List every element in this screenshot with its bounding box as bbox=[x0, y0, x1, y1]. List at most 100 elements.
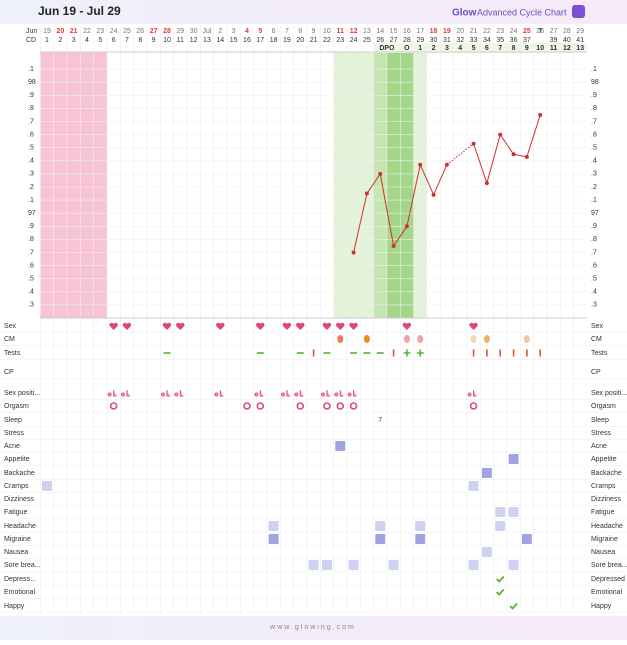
symptom-square bbox=[521, 534, 532, 544]
row-label-right: Fatigue bbox=[591, 509, 614, 516]
y-tick-left: .7 bbox=[28, 118, 34, 125]
temp-point bbox=[444, 162, 449, 167]
cd: 17 bbox=[256, 37, 264, 44]
date: 5 bbox=[258, 28, 262, 35]
symptom-square bbox=[468, 560, 479, 570]
symptom-square bbox=[321, 560, 332, 570]
dpo: 6 bbox=[485, 45, 489, 52]
y-tick-right: .3 bbox=[591, 302, 597, 309]
temp-gap-line bbox=[446, 143, 474, 166]
orgasm-ring bbox=[256, 402, 265, 410]
cm-icon bbox=[523, 335, 530, 343]
y-tick-right: .4 bbox=[591, 158, 597, 165]
y-tick-left: 98 bbox=[28, 79, 36, 86]
cd: 11 bbox=[177, 37, 184, 44]
temp-point bbox=[404, 224, 409, 229]
dpo: 8 bbox=[512, 45, 516, 52]
row-label-right: Headache bbox=[591, 523, 623, 530]
fertile-day bbox=[386, 52, 401, 318]
date: 28 bbox=[563, 28, 571, 35]
test-negative bbox=[296, 352, 304, 354]
test-positive bbox=[472, 349, 475, 357]
orgasm-ring bbox=[336, 402, 345, 410]
symptom-square bbox=[508, 454, 519, 464]
cd: 24 bbox=[350, 37, 358, 44]
row-label-left: CM bbox=[4, 336, 15, 343]
row-label-right: Migraine bbox=[591, 536, 618, 543]
footer-bg bbox=[0, 616, 627, 640]
cd-marked: T bbox=[538, 28, 543, 35]
date: 6 bbox=[272, 28, 276, 35]
y-tick-right: .8 bbox=[591, 236, 597, 243]
row-label-left: Stress bbox=[4, 430, 24, 437]
row-label-right: Acne bbox=[591, 443, 607, 450]
fertile-day bbox=[373, 52, 387, 318]
row-label-left: Tests bbox=[4, 350, 21, 357]
test-positive bbox=[499, 349, 502, 357]
row-label-right: Tests bbox=[591, 350, 608, 357]
cd: 36 bbox=[510, 37, 518, 44]
cm-icon bbox=[337, 335, 344, 343]
test-plus bbox=[416, 349, 424, 357]
symptom-square bbox=[375, 521, 386, 531]
orgasm-ring bbox=[243, 402, 251, 410]
test-negative bbox=[350, 352, 358, 354]
row-label-left: CP bbox=[4, 369, 14, 376]
date: 25 bbox=[523, 28, 531, 35]
row-label-right: Sex positi... bbox=[591, 390, 627, 397]
row-label-left: Happy bbox=[4, 603, 25, 610]
date: 27 bbox=[150, 28, 158, 35]
position-icon bbox=[254, 390, 264, 397]
cd: 4 bbox=[85, 37, 89, 44]
symptom-square bbox=[268, 534, 279, 544]
y-tick-right: .2 bbox=[591, 184, 597, 191]
cd: 30 bbox=[430, 37, 438, 44]
row-label-right: CP bbox=[591, 369, 601, 376]
symptom-square bbox=[481, 468, 492, 478]
footer: www.glowing.com bbox=[269, 624, 356, 631]
y-tick-left: .9 bbox=[28, 92, 34, 99]
cd: 25 bbox=[363, 37, 371, 44]
period-day bbox=[93, 52, 107, 318]
date: 20 bbox=[456, 28, 464, 35]
sex-heart bbox=[349, 322, 358, 330]
row-label-left: Acne bbox=[4, 443, 20, 450]
sex-heart bbox=[336, 322, 345, 330]
brand-subtitle: Advanced Cycle Chart bbox=[477, 7, 567, 17]
cd: 15 bbox=[230, 37, 238, 44]
date: 25 bbox=[123, 28, 131, 35]
test-negative bbox=[363, 352, 371, 354]
date: 24 bbox=[510, 28, 518, 35]
row-label-left: Appetite bbox=[4, 456, 30, 463]
temp-point bbox=[484, 181, 489, 186]
symptom-square bbox=[308, 560, 319, 570]
row-label-left: Nausea bbox=[4, 549, 28, 556]
date: 7 bbox=[285, 28, 289, 35]
date: 16 bbox=[403, 28, 411, 35]
y-tick-right: .7 bbox=[591, 118, 597, 125]
cd: 23 bbox=[336, 37, 344, 44]
cm-icon bbox=[417, 335, 424, 343]
date: 21 bbox=[70, 28, 78, 35]
fertile-day bbox=[360, 52, 374, 318]
date: 15 bbox=[390, 28, 398, 35]
date: 23 bbox=[496, 28, 504, 35]
y-tick-right: .9 bbox=[591, 223, 597, 230]
symptom-square bbox=[335, 441, 346, 451]
temp-point bbox=[391, 243, 396, 248]
date: 18 bbox=[430, 28, 438, 35]
temp-point bbox=[418, 162, 423, 167]
row-label-right: Dizziness bbox=[591, 496, 621, 503]
temp-point bbox=[351, 250, 356, 255]
sex-heart bbox=[402, 322, 412, 330]
cd: 28 bbox=[403, 37, 411, 44]
y-tick-left: .6 bbox=[28, 131, 34, 138]
date: 27 bbox=[550, 28, 558, 35]
y-tick-right: .9 bbox=[591, 92, 597, 99]
cd: 9 bbox=[152, 37, 156, 44]
cd: 12 bbox=[190, 37, 198, 44]
row-label-right: Orgasm bbox=[591, 403, 616, 410]
cd: 1 bbox=[45, 37, 49, 44]
sex-heart bbox=[176, 322, 185, 330]
date: 30 bbox=[190, 28, 198, 35]
